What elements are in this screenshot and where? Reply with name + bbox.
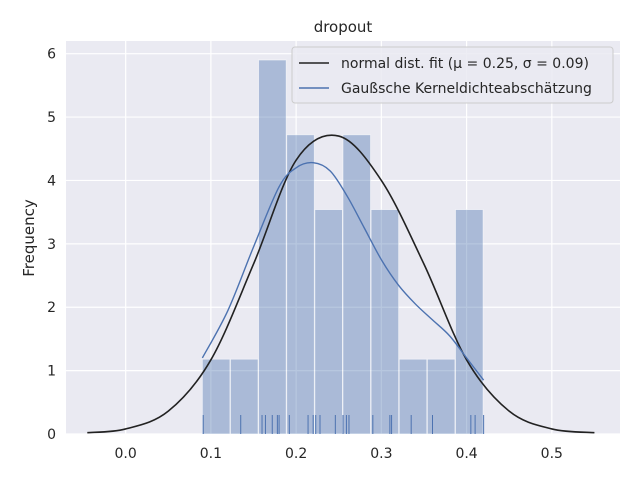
histogram-bar [426,358,456,435]
bars-layer [201,59,484,435]
x-tick-label: 0.4 [455,446,477,462]
histogram-bar [201,358,231,435]
histogram-bar [258,59,287,435]
y-tick-label: 1 [47,364,56,380]
histogram-bar [455,209,484,435]
histogram-bar [398,358,428,435]
histogram-bar [342,134,371,435]
y-tick-label: 3 [47,237,56,253]
y-tick-label: 6 [47,47,56,63]
histogram-bar [230,358,259,435]
histogram-bar [286,134,315,435]
y-axis-label: Frequency [20,199,38,277]
x-tick-label: 0.5 [541,446,563,462]
normal-fit-line [87,134,595,434]
kde-line [201,161,485,381]
y-tick-label: 2 [47,300,56,316]
x-tick-label: 0.2 [285,446,307,462]
lines-layer [87,134,595,434]
y-tick-label: 5 [47,110,56,126]
x-tick-label: 0.3 [370,446,392,462]
x-tick-label: 0.1 [200,446,222,462]
x-tick-label: 0.0 [115,446,137,462]
histogram-bar [370,209,400,435]
rug-layer [202,415,485,434]
legend-box [291,46,614,104]
legend: normal dist. fit (μ = 0.25, σ = 0.09) Gau… [291,46,614,104]
legend-normal-fit-label: normal dist. fit (μ = 0.25, σ = 0.09) [341,56,589,72]
ticks-layer: 0.0 0.1 0.2 0.3 0.4 0.5 0 1 2 3 4 5 6 [47,47,563,462]
chart-title: dropout [314,18,373,36]
legend-kde-label: Gaußsche Kerneldichteabschätzung [341,81,592,97]
y-tick-label: 4 [47,173,56,189]
histogram-bar [314,209,343,435]
y-tick-label: 0 [47,427,56,443]
